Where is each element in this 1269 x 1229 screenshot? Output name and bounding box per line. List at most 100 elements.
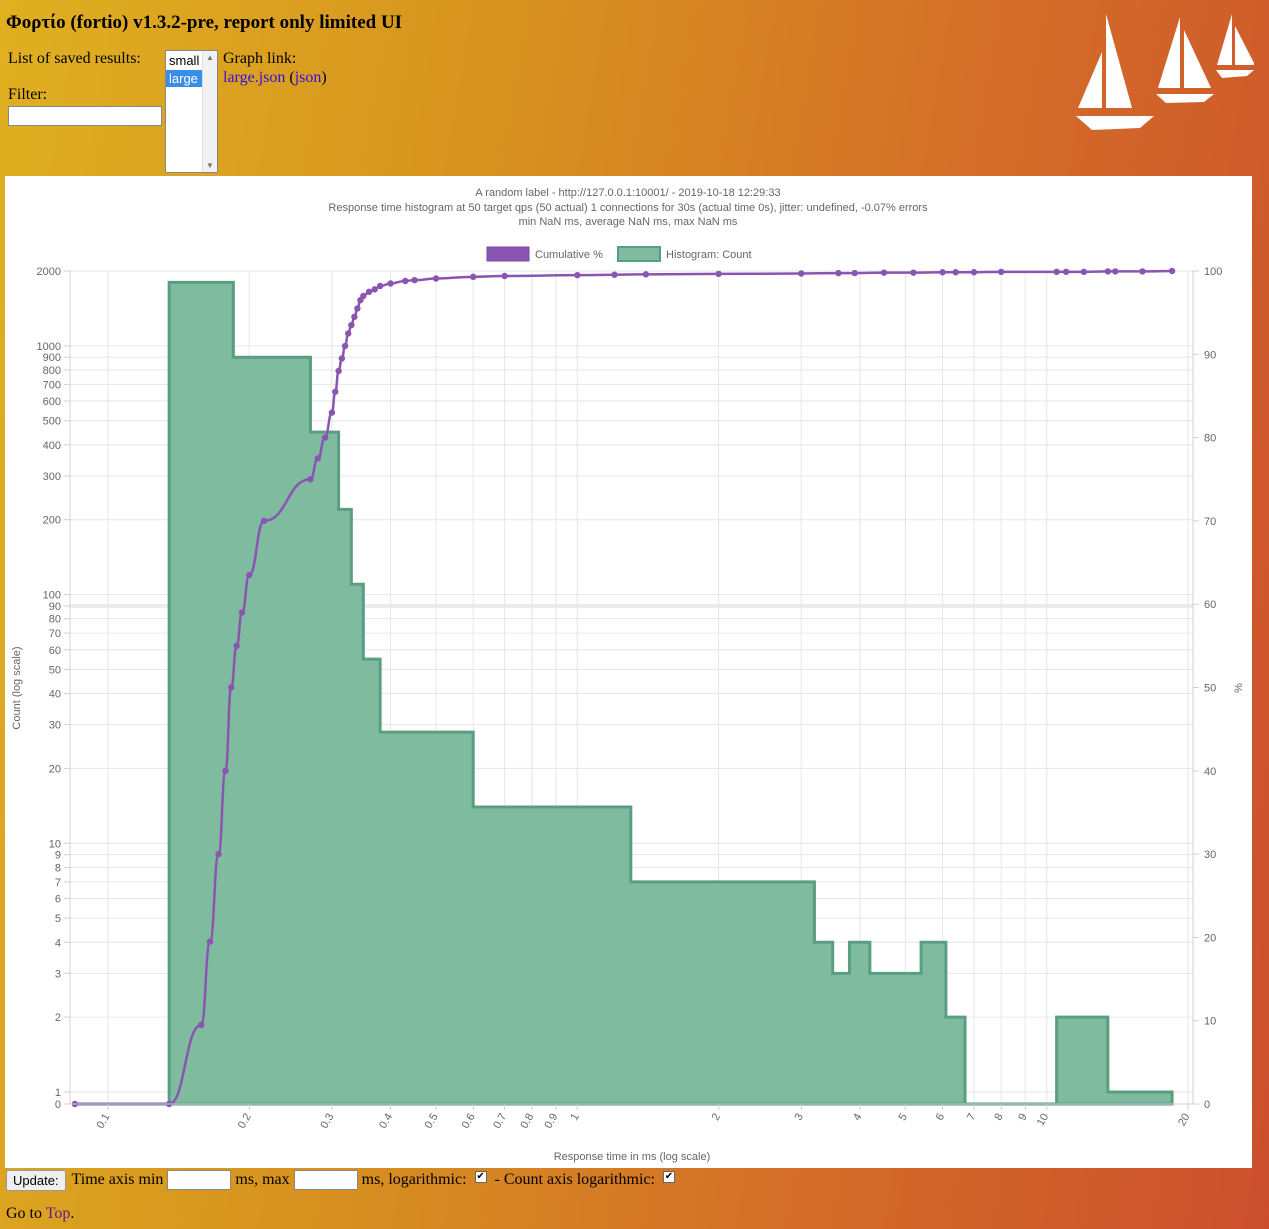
- cumulative-point: [332, 388, 339, 395]
- cumulative-point: [1062, 268, 1070, 276]
- cumulative-point: [345, 330, 352, 337]
- y-left-tick-label: 700: [43, 379, 61, 391]
- paren-open: (: [289, 69, 295, 86]
- list-scrollbar[interactable]: ▲ ▼: [202, 51, 217, 172]
- cumulative-point: [1053, 268, 1060, 276]
- axis-layer: 0123456789102030405060708090100200300400…: [37, 266, 1223, 1131]
- update-button[interactable]: Update:: [6, 1169, 66, 1191]
- cumulative-point: [365, 288, 373, 296]
- cumulative-point: [1168, 267, 1176, 275]
- cumulative-point: [328, 409, 336, 416]
- cumulative-point: [411, 276, 418, 284]
- time-axis-min-input[interactable]: [167, 1170, 232, 1190]
- y-left-tick-label: 500: [43, 416, 61, 428]
- cumulative-point: [238, 609, 246, 616]
- y-right-tick-label: 50: [1204, 683, 1216, 695]
- time-axis-min-label: Time axis min: [71, 1171, 164, 1188]
- x-tick-label: 0.7: [491, 1112, 509, 1131]
- x-tick-label: 9: [1016, 1112, 1029, 1123]
- cumulative-layer: [71, 267, 1176, 1108]
- cumulative-point: [233, 642, 240, 650]
- cumulative-point: [387, 280, 394, 287]
- chart-title-line-3: min NaN ms, average NaN ms, max NaN ms: [519, 216, 738, 228]
- x-tick-label: 0.1: [95, 1112, 113, 1131]
- y-left-tick-label: 3: [55, 968, 61, 980]
- time-axis-max-input[interactable]: [293, 1170, 358, 1190]
- y-right-tick-label: 80: [1204, 433, 1216, 445]
- x-tick-label: 0.4: [377, 1112, 395, 1131]
- y-left-tick-label: 300: [43, 471, 61, 483]
- legend-swatch-histogram[interactable]: [617, 246, 661, 262]
- graph-link-label: Graph link:: [223, 50, 297, 67]
- y-right-tick-label: 60: [1204, 599, 1216, 611]
- cumulative-point: [432, 275, 440, 282]
- cumulative-point: [376, 282, 384, 290]
- y-left-tick-label: 400: [43, 440, 61, 452]
- histogram-area: [74, 280, 1174, 1106]
- legend-label-histogram[interactable]: Histogram: Count: [666, 249, 752, 261]
- cumulative-point: [501, 272, 508, 280]
- x-tick-label: 6: [934, 1112, 947, 1123]
- count-log-checkbox[interactable]: ✔: [662, 1171, 675, 1183]
- legend-label-cumulative[interactable]: Cumulative %: [535, 249, 603, 261]
- saved-results-label: List of saved results:: [8, 50, 141, 67]
- cumulative-point: [402, 277, 409, 285]
- cumulative-point: [470, 273, 477, 281]
- y-left-tick-label: 6: [55, 893, 61, 905]
- x-tick-label: 3: [792, 1112, 805, 1123]
- y-left-tick-label: 4: [55, 937, 61, 949]
- y-right-tick-label: 30: [1204, 849, 1216, 861]
- saved-results-list[interactable]: small large ▲ ▼: [165, 50, 218, 173]
- cumulative-point: [314, 455, 322, 462]
- cumulative-point: [354, 305, 361, 312]
- saved-result-option-small[interactable]: small: [169, 53, 200, 68]
- cumulative-point: [970, 269, 978, 276]
- large-json-link[interactable]: large.json: [223, 69, 286, 86]
- cumulative-point: [351, 313, 358, 321]
- y-left-tick-label: 40: [49, 689, 61, 701]
- goto-period: .: [70, 1205, 75, 1222]
- graph-links: large.json (json): [223, 69, 327, 87]
- time-log-checkbox[interactable]: ✔: [474, 1171, 487, 1183]
- y-left-tick-label: 600: [43, 396, 61, 408]
- cumulative-point: [1104, 268, 1112, 275]
- goto-top: Go to Top.: [6, 1205, 74, 1223]
- cumulative-point: [360, 292, 367, 300]
- y-left-tick-label: 2: [55, 1012, 61, 1024]
- y-left-tick-label: 7: [55, 877, 61, 889]
- y-left-axis-label: Count (log scale): [11, 646, 23, 729]
- cumulative-point: [307, 476, 314, 483]
- y-left-tick-label: 80: [49, 614, 61, 626]
- y-left-tick-label: 8: [55, 862, 61, 874]
- cumulative-point: [321, 434, 329, 441]
- cumulative-point: [1139, 268, 1146, 275]
- top-link[interactable]: Top: [45, 1205, 71, 1222]
- cumulative-point: [338, 355, 346, 362]
- json-link[interactable]: json: [294, 69, 322, 86]
- x-tick-label: 0.9: [542, 1112, 560, 1131]
- cumulative-point: [952, 269, 959, 276]
- filter-input[interactable]: [8, 106, 162, 126]
- y-left-tick-label: 0: [55, 1099, 61, 1111]
- x-tick-label: 10: [1035, 1112, 1052, 1129]
- cumulative-point: [642, 271, 650, 278]
- cumulative-point: [206, 938, 214, 945]
- cumulative-point: [939, 269, 946, 276]
- response-time-chart: 0 1 2 3 4 5 6 7 8 9 10 20 30 40 50 60 70 80 90 100 200 300 400…: [5, 176, 1252, 1168]
- y-right-tick-label: 90: [1204, 349, 1216, 361]
- y-left-tick-label: 90: [49, 601, 61, 613]
- cumulative-point: [880, 269, 888, 276]
- y-left-tick-label: 900: [43, 352, 61, 364]
- cumulative-point: [371, 286, 378, 293]
- legend-swatch-cumulative[interactable]: [486, 246, 530, 262]
- saved-result-option-large[interactable]: large: [166, 70, 202, 87]
- scroll-down-icon[interactable]: ▼: [206, 161, 214, 170]
- y-left-tick-label: 70: [49, 628, 61, 640]
- y-left-tick-label: 50: [49, 664, 61, 676]
- cumulative-point: [246, 571, 253, 579]
- y-left-tick-label: 60: [49, 645, 61, 657]
- y-left-tick-label: 2000: [37, 266, 61, 278]
- page-title: Φορτίο (fortio) v1.3.2-pre, report only …: [6, 12, 403, 33]
- x-tick-label: 7: [965, 1112, 978, 1123]
- scroll-up-icon[interactable]: ▲: [206, 53, 214, 62]
